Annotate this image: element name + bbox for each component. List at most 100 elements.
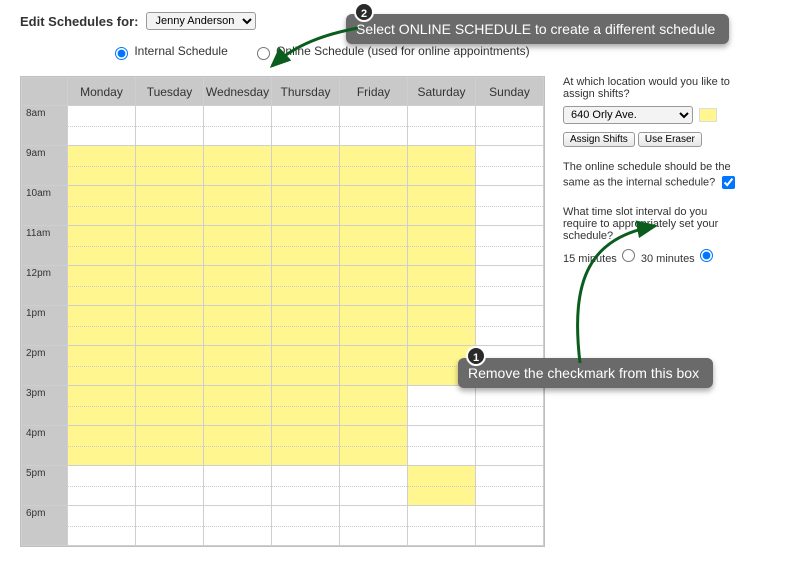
schedule-cell[interactable] bbox=[340, 106, 408, 146]
schedule-cell[interactable] bbox=[68, 106, 136, 146]
schedule-cell[interactable] bbox=[136, 426, 204, 466]
schedule-cell[interactable] bbox=[476, 186, 544, 226]
schedule-cell[interactable] bbox=[68, 146, 136, 186]
schedule-cell[interactable] bbox=[476, 386, 544, 426]
schedule-cell[interactable] bbox=[204, 266, 272, 306]
time-label: 4pm bbox=[22, 426, 68, 466]
schedule-cell[interactable] bbox=[204, 146, 272, 186]
interval-15-radio[interactable] bbox=[622, 249, 635, 262]
schedule-cell[interactable] bbox=[68, 266, 136, 306]
time-label: 5pm bbox=[22, 466, 68, 506]
schedule-cell[interactable] bbox=[340, 386, 408, 426]
schedule-cell[interactable] bbox=[340, 426, 408, 466]
schedule-cell[interactable] bbox=[408, 306, 476, 346]
interval-question: What time slot interval do you require t… bbox=[563, 206, 743, 242]
callout-1-badge: 1 bbox=[466, 346, 486, 366]
schedule-cell[interactable] bbox=[476, 426, 544, 466]
schedule-cell[interactable] bbox=[204, 346, 272, 386]
schedule-cell[interactable] bbox=[204, 506, 272, 546]
schedule-cell[interactable] bbox=[408, 266, 476, 306]
same-schedule-question: The online schedule should be the same a… bbox=[563, 161, 731, 188]
schedule-cell[interactable] bbox=[68, 506, 136, 546]
schedule-cell[interactable] bbox=[136, 226, 204, 266]
schedule-cell[interactable] bbox=[340, 186, 408, 226]
schedule-cell[interactable] bbox=[272, 186, 340, 226]
schedule-cell[interactable] bbox=[204, 226, 272, 266]
schedule-cell[interactable] bbox=[340, 346, 408, 386]
page-title: Edit Schedules for: bbox=[20, 14, 138, 29]
time-label: 8am bbox=[22, 106, 68, 146]
schedule-cell[interactable] bbox=[408, 386, 476, 426]
schedule-cell[interactable] bbox=[68, 186, 136, 226]
schedule-cell[interactable] bbox=[340, 466, 408, 506]
location-question: At which location would you like to assi… bbox=[563, 76, 743, 100]
schedule-cell[interactable] bbox=[272, 346, 340, 386]
schedule-cell[interactable] bbox=[272, 506, 340, 546]
schedule-cell[interactable] bbox=[136, 146, 204, 186]
schedule-cell[interactable] bbox=[476, 106, 544, 146]
schedule-cell[interactable] bbox=[272, 466, 340, 506]
day-header: Friday bbox=[340, 78, 408, 106]
time-label: 1pm bbox=[22, 306, 68, 346]
schedule-cell[interactable] bbox=[204, 426, 272, 466]
schedule-cell[interactable] bbox=[408, 146, 476, 186]
schedule-cell[interactable] bbox=[136, 346, 204, 386]
schedule-cell[interactable] bbox=[272, 426, 340, 466]
schedule-cell[interactable] bbox=[476, 266, 544, 306]
schedule-cell[interactable] bbox=[476, 146, 544, 186]
schedule-cell[interactable] bbox=[136, 266, 204, 306]
online-schedule-label: Online Schedule (used for online appoint… bbox=[276, 44, 530, 58]
schedule-cell[interactable] bbox=[272, 106, 340, 146]
schedule-cell[interactable] bbox=[204, 306, 272, 346]
interval-30-radio[interactable] bbox=[700, 249, 713, 262]
schedule-cell[interactable] bbox=[204, 386, 272, 426]
schedule-cell[interactable] bbox=[136, 186, 204, 226]
schedule-cell[interactable] bbox=[476, 506, 544, 546]
schedule-cell[interactable] bbox=[136, 386, 204, 426]
schedule-cell[interactable] bbox=[204, 466, 272, 506]
schedule-cell[interactable] bbox=[68, 346, 136, 386]
schedule-cell[interactable] bbox=[272, 226, 340, 266]
schedule-cell[interactable] bbox=[340, 306, 408, 346]
schedule-cell[interactable] bbox=[136, 106, 204, 146]
assign-shifts-button[interactable]: Assign Shifts bbox=[563, 132, 635, 147]
schedule-cell[interactable] bbox=[476, 306, 544, 346]
schedule-cell[interactable] bbox=[340, 226, 408, 266]
schedule-cell[interactable] bbox=[340, 266, 408, 306]
schedule-cell[interactable] bbox=[408, 226, 476, 266]
schedule-cell[interactable] bbox=[476, 466, 544, 506]
location-select[interactable]: 640 Orly Ave. bbox=[563, 106, 693, 124]
internal-schedule-option[interactable]: Internal Schedule bbox=[110, 44, 228, 60]
schedule-cell[interactable] bbox=[136, 306, 204, 346]
schedule-cell[interactable] bbox=[136, 466, 204, 506]
schedule-cell[interactable] bbox=[136, 506, 204, 546]
schedule-cell[interactable] bbox=[408, 186, 476, 226]
schedule-cell[interactable] bbox=[68, 426, 136, 466]
schedule-cell[interactable] bbox=[272, 146, 340, 186]
person-select[interactable]: Jenny Anderson bbox=[146, 12, 256, 30]
online-schedule-option[interactable]: Online Schedule (used for online appoint… bbox=[252, 44, 530, 60]
schedule-cell[interactable] bbox=[272, 266, 340, 306]
time-label: 11am bbox=[22, 226, 68, 266]
use-eraser-button[interactable]: Use Eraser bbox=[638, 132, 702, 147]
schedule-cell[interactable] bbox=[272, 306, 340, 346]
schedule-cell[interactable] bbox=[204, 106, 272, 146]
schedule-cell[interactable] bbox=[68, 226, 136, 266]
schedule-cell[interactable] bbox=[204, 186, 272, 226]
schedule-cell[interactable] bbox=[408, 466, 476, 506]
online-schedule-radio[interactable] bbox=[257, 47, 270, 60]
time-column-header bbox=[22, 78, 68, 106]
schedule-cell[interactable] bbox=[408, 106, 476, 146]
schedule-cell[interactable] bbox=[408, 506, 476, 546]
schedule-cell[interactable] bbox=[272, 386, 340, 426]
schedule-cell[interactable] bbox=[68, 306, 136, 346]
schedule-cell[interactable] bbox=[68, 466, 136, 506]
same-schedule-checkbox[interactable] bbox=[722, 176, 735, 189]
schedule-cell[interactable] bbox=[476, 226, 544, 266]
internal-schedule-radio[interactable] bbox=[115, 47, 128, 60]
schedule-cell[interactable] bbox=[340, 146, 408, 186]
time-label: 3pm bbox=[22, 386, 68, 426]
schedule-cell[interactable] bbox=[68, 386, 136, 426]
schedule-cell[interactable] bbox=[340, 506, 408, 546]
schedule-cell[interactable] bbox=[408, 426, 476, 466]
